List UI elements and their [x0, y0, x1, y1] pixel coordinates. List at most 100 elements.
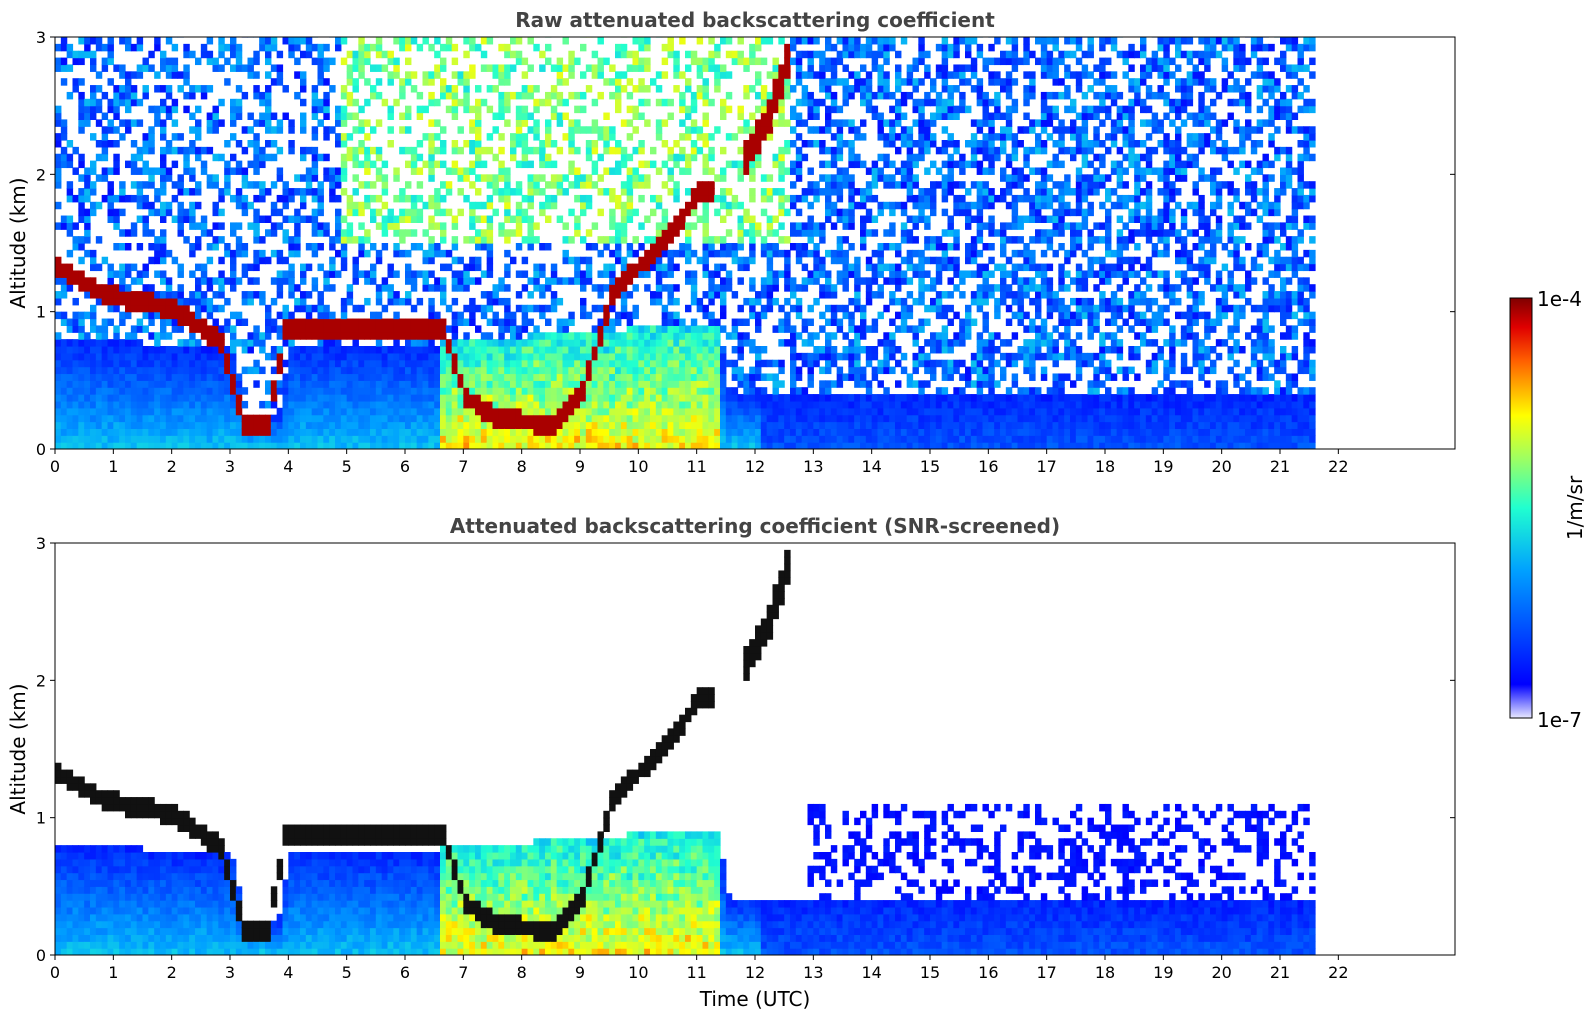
heatmap-cell [813, 435, 820, 443]
heatmap-cell [352, 373, 359, 381]
heatmap-cell [784, 85, 791, 93]
heatmap-cell [795, 98, 803, 107]
heatmap-cell [259, 91, 266, 100]
heatmap-cell [795, 304, 803, 313]
heatmap-cell [55, 43, 62, 52]
heatmap-cell [154, 414, 161, 423]
heatmap-cell [626, 407, 634, 416]
heatmap-cell [790, 346, 797, 354]
heatmap-cell [539, 435, 546, 443]
heatmap-cell [749, 215, 756, 223]
heatmap-cell [399, 229, 406, 237]
heatmap-cell [562, 400, 569, 409]
heatmap-cell [486, 201, 494, 210]
heatmap-cell [259, 160, 266, 169]
heatmap-cell [749, 133, 756, 141]
heatmap-cell [527, 373, 534, 381]
heatmap-cell [125, 78, 132, 86]
heatmap-cell [667, 400, 674, 409]
heatmap-cell [165, 249, 173, 258]
heatmap-cell [685, 277, 692, 285]
heatmap-cell [160, 297, 167, 306]
heatmap-cell [720, 373, 727, 381]
heatmap-cell [282, 332, 289, 340]
heatmap-cell [620, 400, 628, 409]
heatmap-cell [615, 311, 622, 320]
heatmap-cell [160, 201, 167, 210]
heatmap-cell [294, 400, 301, 409]
heatmap-cell [626, 442, 634, 449]
heatmap-cell [381, 435, 389, 443]
heatmap-cell [375, 119, 383, 127]
heatmap-cell [300, 37, 307, 45]
heatmap-cell [130, 194, 138, 203]
heatmap-cell [708, 270, 715, 278]
heatmap-cell [399, 37, 406, 38]
heatmap-cell [836, 414, 844, 423]
heatmap-cell [801, 325, 809, 333]
heatmap-cell [615, 98, 622, 107]
heatmap-cell [160, 332, 167, 340]
heatmap-cell [813, 421, 820, 429]
heatmap-cell [364, 201, 371, 210]
heatmap-cell [766, 407, 774, 416]
heatmap-cell [95, 414, 103, 423]
heatmap-cell [685, 236, 692, 244]
heatmap-cell [95, 428, 103, 436]
heatmap-cell [195, 407, 202, 416]
heatmap-cell [346, 400, 354, 409]
heatmap-cell [498, 414, 505, 423]
heatmap-cell [620, 387, 628, 395]
heatmap-cell [615, 105, 622, 114]
heatmap-cell [603, 284, 610, 292]
heatmap-cell [358, 318, 365, 326]
heatmap-cell [253, 37, 260, 38]
heatmap-cell [830, 78, 838, 86]
heatmap-cell [305, 352, 313, 361]
heatmap-cell [55, 435, 62, 443]
heatmap-cell [364, 428, 371, 436]
heatmap-cell [585, 270, 593, 278]
heatmap-cell [206, 181, 214, 189]
heatmap-cell [801, 407, 809, 416]
heatmap-cell [667, 50, 674, 59]
heatmap-cell [679, 215, 686, 223]
heatmap-cell [288, 394, 295, 402]
heatmap-cell [451, 284, 459, 292]
heatmap-cell [259, 236, 266, 244]
heatmap-cell [591, 325, 599, 333]
heatmap-cell [206, 421, 214, 429]
heatmap-cell [218, 291, 225, 299]
heatmap-cell [545, 215, 552, 223]
heatmap-cell [498, 78, 505, 86]
heatmap-cell [119, 133, 126, 141]
heatmap-cell [107, 78, 114, 86]
heatmap-cell [690, 373, 698, 381]
heatmap-cell [708, 346, 715, 354]
heatmap-cell [475, 188, 482, 196]
heatmap-cell [667, 270, 674, 278]
heatmap-cell [405, 146, 412, 155]
heatmap-cell [784, 435, 791, 443]
heatmap-cell [55, 256, 62, 265]
heatmap-cell [533, 277, 540, 285]
heatmap-cell [620, 43, 628, 52]
heatmap-cell [743, 160, 750, 169]
heatmap-cell [463, 359, 470, 368]
heatmap-cell [230, 400, 237, 409]
heatmap-cell [486, 332, 494, 340]
heatmap-cell [737, 421, 744, 429]
heatmap-cell [78, 98, 85, 107]
heatmap-cell [270, 400, 278, 409]
heatmap-cell [568, 91, 575, 100]
heatmap-cell [171, 215, 179, 223]
heatmap-cell [300, 407, 307, 416]
heatmap-cell [311, 243, 319, 251]
heatmap-cell [790, 160, 797, 169]
heatmap-cell [498, 146, 505, 155]
heatmap-cell [545, 387, 552, 395]
heatmap-cell [533, 263, 540, 272]
heatmap-cell [154, 352, 161, 361]
heatmap-cell [265, 442, 272, 449]
heatmap-cell [445, 304, 453, 313]
